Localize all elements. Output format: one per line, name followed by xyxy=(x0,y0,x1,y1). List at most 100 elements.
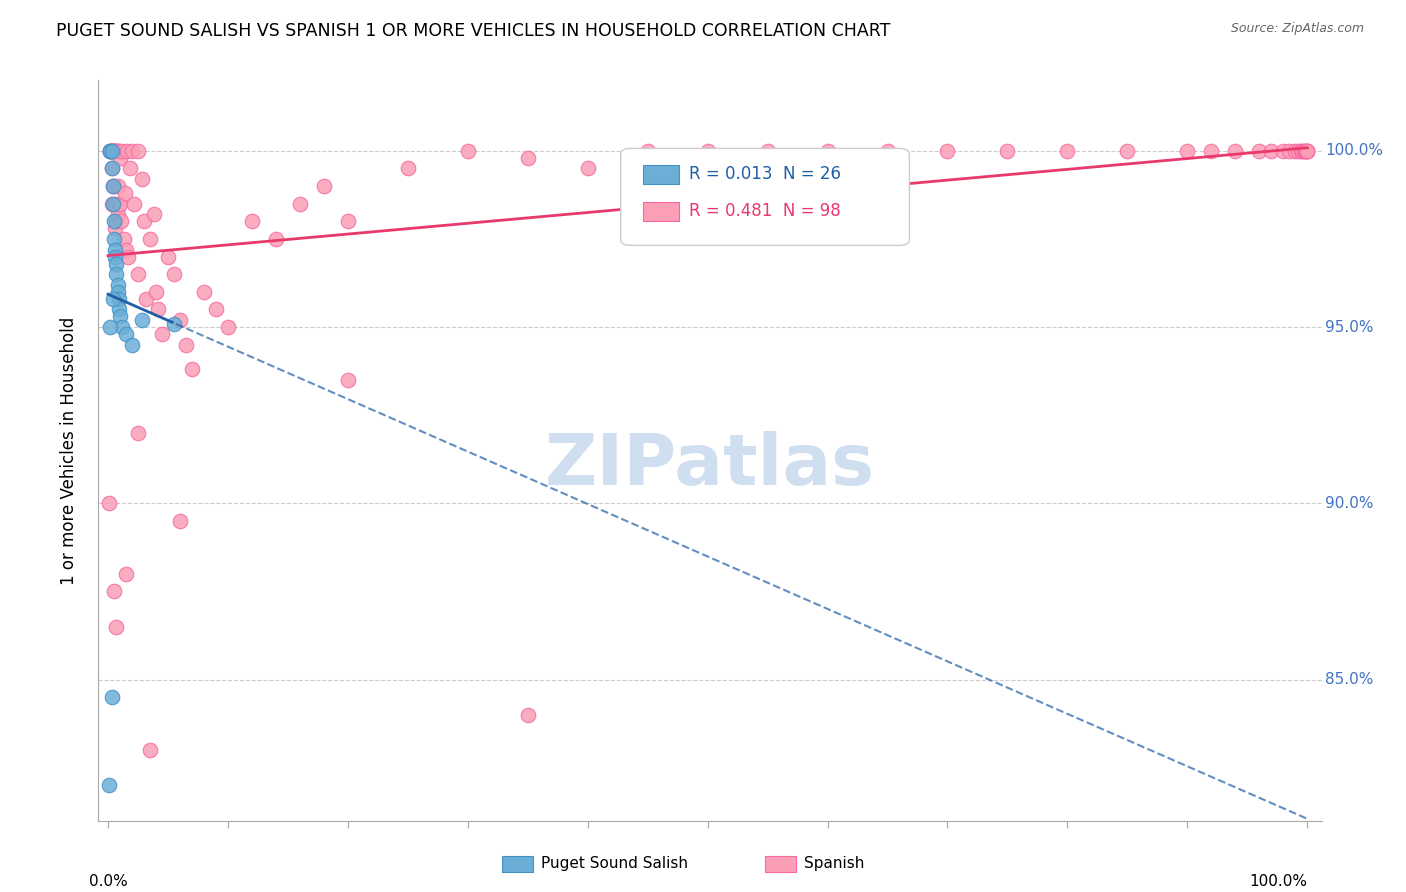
Point xyxy=(1278,144,1301,158)
Point xyxy=(1292,144,1315,158)
Point xyxy=(110,214,132,228)
Point xyxy=(115,566,138,581)
Point xyxy=(1116,144,1139,158)
Text: 0.0%: 0.0% xyxy=(89,873,128,888)
Bar xyxy=(765,856,796,872)
Point xyxy=(104,243,127,257)
Point xyxy=(193,285,215,299)
Point xyxy=(240,214,263,228)
Point xyxy=(1201,144,1223,158)
Point xyxy=(105,267,128,281)
Y-axis label: 1 or more Vehicles in Household: 1 or more Vehicles in Household xyxy=(59,317,77,584)
Point xyxy=(104,144,127,158)
Point xyxy=(98,778,121,792)
Point xyxy=(100,320,122,334)
Point xyxy=(114,186,136,200)
Point xyxy=(105,144,128,158)
Text: ZIPatlas: ZIPatlas xyxy=(546,431,875,500)
Point xyxy=(1294,144,1316,158)
Point xyxy=(936,144,959,158)
Point xyxy=(105,257,128,271)
Point xyxy=(101,292,124,306)
Point xyxy=(117,250,139,264)
Point xyxy=(104,196,127,211)
Text: PUGET SOUND SALISH VS SPANISH 1 OR MORE VEHICLES IN HOUSEHOLD CORRELATION CHART: PUGET SOUND SALISH VS SPANISH 1 OR MORE … xyxy=(56,22,890,40)
Point xyxy=(103,179,125,194)
Point xyxy=(121,337,143,351)
Point xyxy=(100,144,122,158)
Point xyxy=(396,161,419,176)
Point xyxy=(108,151,131,165)
Point xyxy=(142,207,165,221)
Point xyxy=(817,144,839,158)
Point xyxy=(205,302,228,317)
Point xyxy=(101,144,124,158)
Point xyxy=(107,144,129,158)
Point xyxy=(107,277,129,292)
Point xyxy=(169,313,191,327)
Point xyxy=(115,144,138,158)
Point xyxy=(105,144,128,158)
Point xyxy=(127,144,149,158)
Point xyxy=(101,196,124,211)
Point xyxy=(1272,144,1295,158)
Point xyxy=(1296,144,1319,158)
Point xyxy=(174,337,197,351)
Point xyxy=(131,313,153,327)
Point xyxy=(107,285,129,299)
Point xyxy=(1056,144,1078,158)
Text: 100.0%: 100.0% xyxy=(1250,873,1308,888)
Point xyxy=(264,232,287,246)
Point xyxy=(112,232,135,246)
Point xyxy=(1284,144,1306,158)
Point xyxy=(312,179,335,194)
Point xyxy=(135,292,157,306)
Point xyxy=(107,207,129,221)
Bar xyxy=(502,856,533,872)
Point xyxy=(457,144,479,158)
Point xyxy=(1249,144,1271,158)
Point xyxy=(111,320,134,334)
Point xyxy=(336,373,359,387)
Point xyxy=(124,196,146,211)
Point xyxy=(100,144,122,158)
Point xyxy=(101,179,124,194)
Point xyxy=(131,172,153,186)
Point xyxy=(98,496,121,510)
Point xyxy=(100,144,122,158)
Point xyxy=(139,743,162,757)
Point xyxy=(163,267,186,281)
FancyBboxPatch shape xyxy=(620,148,910,245)
Point xyxy=(1286,144,1309,158)
Point xyxy=(111,144,134,158)
Point xyxy=(1260,144,1282,158)
Point xyxy=(100,144,122,158)
Point xyxy=(148,302,170,317)
Bar xyxy=(643,202,679,221)
Point xyxy=(288,196,311,211)
Point xyxy=(103,232,125,246)
Point xyxy=(100,196,122,211)
Point xyxy=(516,151,538,165)
Point xyxy=(101,179,124,194)
Point xyxy=(169,514,191,528)
Point xyxy=(696,144,718,158)
Point xyxy=(876,144,898,158)
Point xyxy=(104,250,127,264)
Point xyxy=(217,320,239,334)
Point xyxy=(105,214,128,228)
Point xyxy=(103,144,125,158)
Point xyxy=(103,214,125,228)
Point xyxy=(103,584,125,599)
Point xyxy=(100,690,122,705)
Point xyxy=(104,221,127,235)
Point xyxy=(145,285,167,299)
Point xyxy=(100,144,122,158)
Text: Source: ZipAtlas.com: Source: ZipAtlas.com xyxy=(1230,22,1364,36)
Point xyxy=(1289,144,1312,158)
Point xyxy=(108,310,131,324)
Point xyxy=(576,161,599,176)
Point xyxy=(127,425,149,440)
Point xyxy=(139,232,162,246)
Point xyxy=(156,250,179,264)
